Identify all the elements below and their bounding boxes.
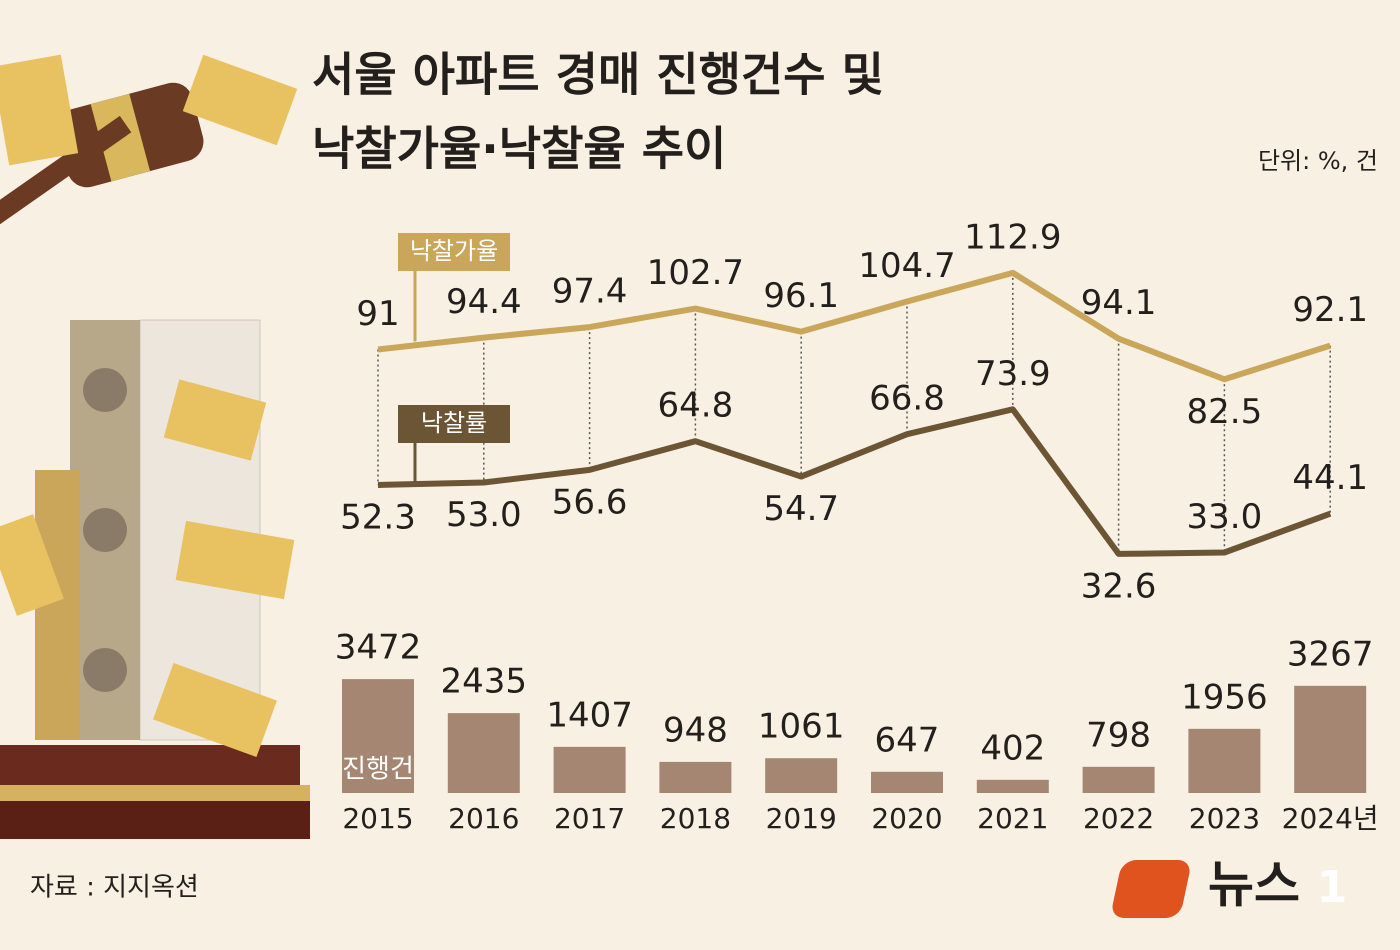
portrait	[83, 648, 127, 692]
line	[377, 269, 1332, 383]
value-label: 948	[663, 710, 728, 750]
pedestal	[0, 801, 310, 839]
value-label: 97.4	[552, 272, 628, 312]
gavel-handle	[0, 115, 132, 225]
value-label: 66.8	[869, 379, 945, 419]
value-label: 3267	[1287, 634, 1374, 674]
logo: 뉴스 1	[1112, 856, 1348, 918]
bar	[553, 746, 626, 793]
value-label: 32.6	[1081, 566, 1157, 606]
portrait	[83, 508, 127, 552]
value-label: 647	[875, 720, 940, 760]
value-label: 1956	[1181, 677, 1268, 717]
logo-text: 뉴스	[1208, 856, 1300, 914]
value-label: 52.3	[340, 497, 416, 537]
bar	[447, 713, 520, 793]
x-tick-label: 2015	[342, 802, 413, 835]
value-label: 44.1	[1292, 458, 1368, 498]
value-label: 112.9	[964, 217, 1061, 257]
logo-badge	[1112, 860, 1190, 918]
value-label: 92.1	[1292, 290, 1368, 330]
bar	[342, 679, 414, 793]
bar	[1294, 685, 1367, 793]
value-label: 96.1	[763, 276, 839, 316]
source: 자료 : 지지옥션	[30, 873, 199, 903]
value-label: 54.7	[763, 489, 839, 529]
x-tick-label: 2020	[871, 802, 942, 835]
value-label: 64.8	[658, 386, 734, 426]
series-label: 진행건	[342, 755, 414, 785]
unit-note: 단위: %, 건	[1258, 147, 1378, 175]
bar	[871, 771, 943, 793]
value-label: 56.6	[552, 482, 628, 522]
value-label: 102.7	[647, 253, 744, 293]
value-label: 82.5	[1187, 392, 1263, 432]
value-label: 94.1	[1081, 283, 1157, 323]
chart-title: 서울 아파트 경매 진행건수 및	[312, 48, 884, 102]
line	[377, 406, 1332, 557]
value-label: 91	[356, 294, 399, 334]
portrait	[83, 368, 127, 412]
banknote	[0, 54, 79, 166]
illustration	[0, 54, 310, 839]
value-label: 33.0	[1187, 497, 1263, 537]
bar	[1082, 766, 1155, 793]
value-label: 1061	[758, 707, 845, 747]
pedestal	[0, 785, 310, 801]
banknote	[182, 54, 298, 146]
value-label: 1407	[546, 695, 633, 735]
value-label: 53.0	[446, 495, 522, 535]
x-tick-label: 2019	[766, 802, 837, 835]
x-tick-label: 2022	[1083, 802, 1154, 835]
bar	[765, 758, 838, 793]
value-label: 3472	[335, 628, 422, 668]
x-tick-label: 2018	[660, 802, 731, 835]
value-label: 73.9	[975, 354, 1051, 394]
value-label: 2435	[441, 662, 528, 702]
legend-box	[398, 405, 510, 443]
banknote	[0, 514, 64, 616]
legend-label: 낙찰가율	[410, 237, 498, 265]
value-label: 94.4	[446, 282, 522, 322]
legend-label: 낙찰률	[421, 409, 487, 437]
x-tick-label: 2023	[1189, 802, 1260, 835]
banknote	[153, 662, 277, 758]
logo-badge-text: 1	[1317, 862, 1348, 913]
bar	[659, 761, 732, 793]
chart-title: 낙찰가율·낙찰율 추이	[312, 122, 726, 176]
legend-box	[398, 233, 510, 271]
x-tick-label: 2017	[554, 802, 625, 835]
x-tick-label: 2016	[448, 802, 519, 835]
bar	[976, 779, 1049, 793]
value-label: 104.7	[858, 246, 955, 286]
banknote	[175, 520, 295, 600]
banknote	[163, 379, 267, 461]
value-label: 798	[1086, 715, 1151, 755]
x-tick-label: 2021	[977, 802, 1048, 835]
bar	[1188, 728, 1261, 793]
x-tick-label: 2024년	[1282, 802, 1379, 835]
value-label: 402	[980, 728, 1045, 768]
